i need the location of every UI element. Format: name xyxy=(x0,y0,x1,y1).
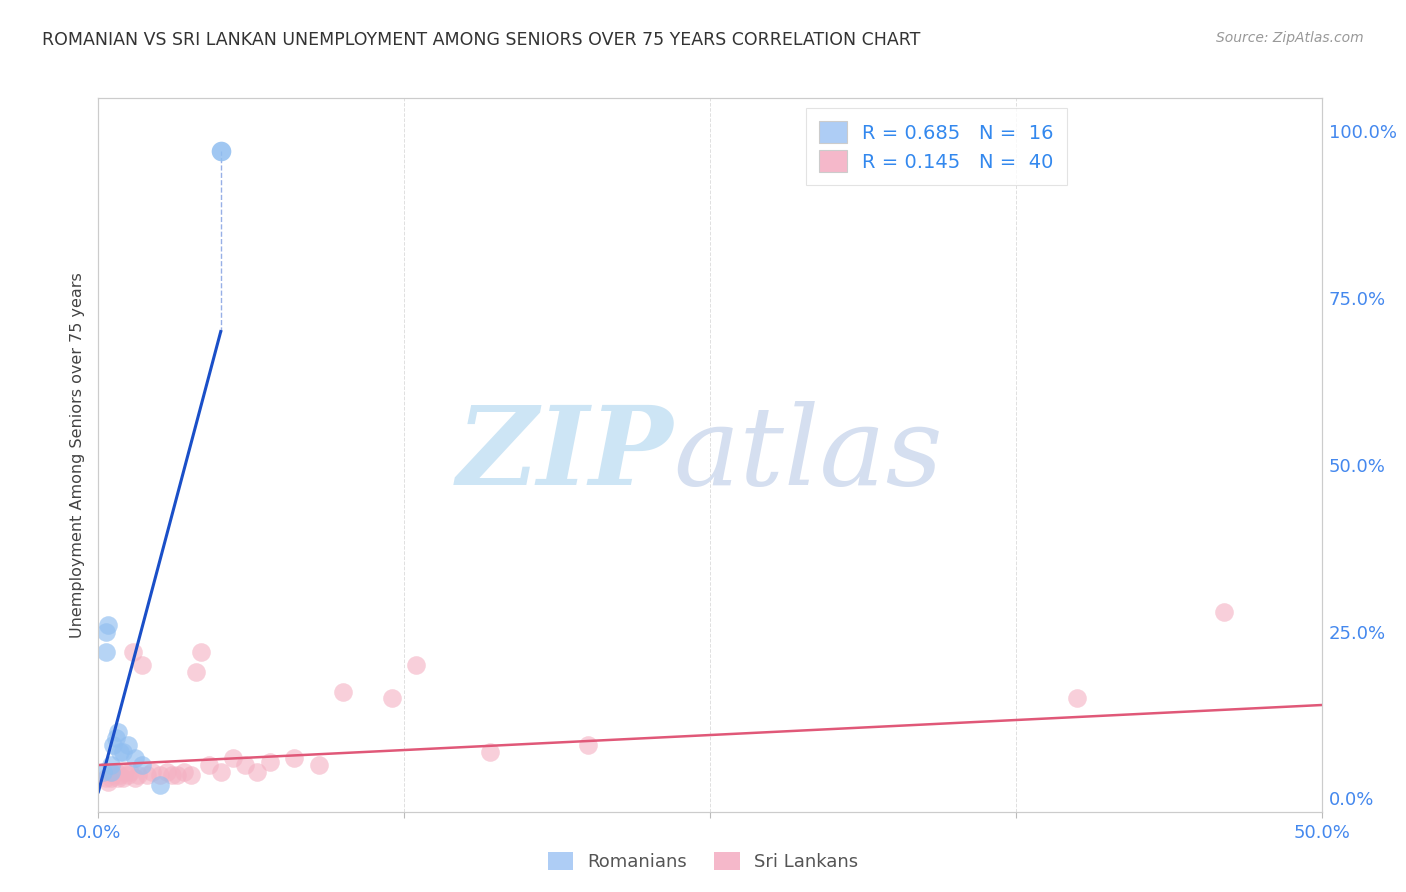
Point xyxy=(209,764,232,779)
Point xyxy=(246,764,269,779)
Point xyxy=(233,758,256,772)
Point xyxy=(117,768,139,782)
Point xyxy=(576,738,599,752)
Point xyxy=(209,145,232,159)
Point xyxy=(381,691,404,706)
Text: atlas: atlas xyxy=(673,401,943,508)
Point xyxy=(104,731,127,746)
Point xyxy=(94,772,117,786)
Point xyxy=(100,772,122,786)
Point xyxy=(114,764,136,779)
Point xyxy=(141,764,163,779)
Point xyxy=(180,768,202,782)
Point xyxy=(197,758,219,772)
Text: Source: ZipAtlas.com: Source: ZipAtlas.com xyxy=(1216,31,1364,45)
Point xyxy=(160,768,183,782)
Point xyxy=(259,755,281,769)
Point xyxy=(131,658,153,673)
Point xyxy=(149,768,172,782)
Y-axis label: Unemployment Among Seniors over 75 years: Unemployment Among Seniors over 75 years xyxy=(69,272,84,638)
Point xyxy=(131,758,153,772)
Point xyxy=(173,764,195,779)
Point xyxy=(107,724,129,739)
Legend: Romanians, Sri Lankans: Romanians, Sri Lankans xyxy=(540,845,866,879)
Point xyxy=(94,624,117,639)
Point xyxy=(107,772,129,786)
Point xyxy=(308,758,330,772)
Point xyxy=(104,764,127,779)
Point xyxy=(1066,691,1088,706)
Point xyxy=(111,745,134,759)
Point xyxy=(190,645,212,659)
Point xyxy=(111,772,134,786)
Point xyxy=(127,768,149,782)
Legend: R = 0.685   N =  16, R = 0.145   N =  40: R = 0.685 N = 16, R = 0.145 N = 40 xyxy=(806,108,1067,186)
Point xyxy=(166,768,188,782)
Point xyxy=(222,751,245,765)
Point xyxy=(156,764,179,779)
Point xyxy=(110,768,132,782)
Point xyxy=(97,618,120,632)
Point xyxy=(100,764,122,779)
Text: ROMANIAN VS SRI LANKAN UNEMPLOYMENT AMONG SENIORS OVER 75 YEARS CORRELATION CHAR: ROMANIAN VS SRI LANKAN UNEMPLOYMENT AMON… xyxy=(42,31,921,49)
Point xyxy=(283,751,305,765)
Point xyxy=(117,738,139,752)
Point xyxy=(91,764,114,779)
Point xyxy=(101,768,124,782)
Point xyxy=(136,768,159,782)
Point xyxy=(124,751,146,765)
Point xyxy=(332,684,354,698)
Point xyxy=(478,745,501,759)
Point xyxy=(186,665,208,679)
Point xyxy=(94,645,117,659)
Point xyxy=(405,658,427,673)
Point xyxy=(124,772,146,786)
Point xyxy=(100,758,122,772)
Point xyxy=(149,778,172,792)
Point xyxy=(120,764,142,779)
Text: ZIP: ZIP xyxy=(457,401,673,508)
Point xyxy=(1212,605,1234,619)
Point xyxy=(121,645,143,659)
Point xyxy=(110,745,132,759)
Point xyxy=(101,738,124,752)
Point xyxy=(97,774,120,789)
